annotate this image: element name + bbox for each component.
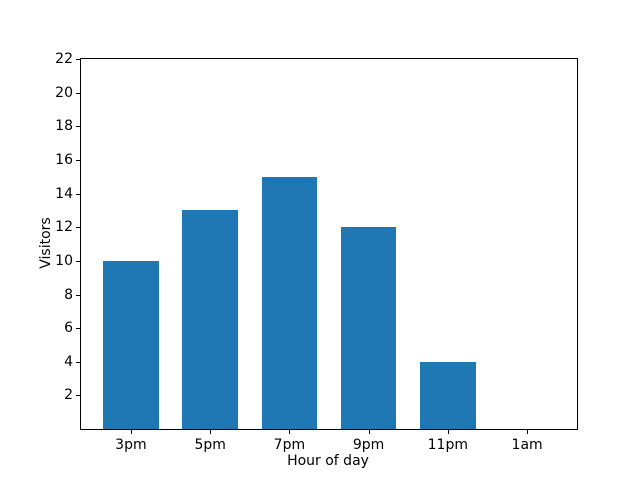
y-tick-label-6: 6 [64, 320, 73, 337]
y-tick-mark-12 [76, 227, 80, 229]
y-tick-label-8: 8 [64, 286, 73, 303]
y-tick-mark-2 [76, 395, 80, 397]
x-tick-mark-3pm [130, 430, 132, 434]
y-tick-mark-14 [76, 193, 80, 195]
x-tick-label-5pm: 5pm [194, 437, 226, 453]
y-tick-label-10: 10 [55, 252, 73, 269]
y-tick-mark-20 [76, 92, 80, 94]
x-tick-mark-7pm [289, 430, 291, 434]
y-tick-mark-8 [76, 294, 80, 296]
x-tick-mark-5pm [210, 430, 212, 434]
x-tick-mark-1am [527, 430, 529, 434]
y-axis-label: Visitors [38, 217, 54, 269]
x-tick-label-11pm: 11pm [427, 437, 468, 453]
bar-5pm [182, 210, 238, 429]
bar-7pm [261, 176, 318, 429]
y-tick-mark-6 [76, 328, 80, 330]
y-tick-label-12: 12 [55, 219, 73, 236]
y-tick-mark-4 [76, 361, 80, 363]
x-tick-label-3pm: 3pm [115, 437, 147, 453]
y-tick-label-16: 16 [55, 151, 73, 168]
bar-11pm [420, 361, 476, 429]
x-tick-label-1am: 1am [511, 437, 543, 453]
plot-area: 2 4 6 8 10 12 14 16 18 20 22 3pm 5pm 7pm 9pm 11pm 1am [55, 52, 578, 453]
x-tick-label-7pm: 7pm [273, 437, 306, 453]
bar-9pm [340, 227, 397, 429]
y-tick-label-4: 4 [64, 353, 73, 370]
x-tick-mark-9pm [368, 430, 370, 434]
y-tick-mark-10 [76, 260, 80, 262]
y-tick-mark-18 [76, 126, 80, 128]
y-tick-mark-16 [76, 159, 80, 161]
y-tick-label-2: 2 [64, 387, 73, 404]
x-tick-label-9pm: 9pm [352, 437, 385, 453]
bar-3pm [103, 260, 159, 429]
y-tick-label-20: 20 [55, 84, 73, 101]
y-tick-label-18: 18 [55, 118, 73, 135]
y-tick-label-22: 22 [55, 51, 73, 67]
y-tick-label-14: 14 [55, 185, 73, 202]
x-axis-label: Hour of day [287, 453, 369, 469]
y-tick-mark-22 [76, 59, 80, 60]
x-tick-mark-11pm [447, 430, 449, 434]
